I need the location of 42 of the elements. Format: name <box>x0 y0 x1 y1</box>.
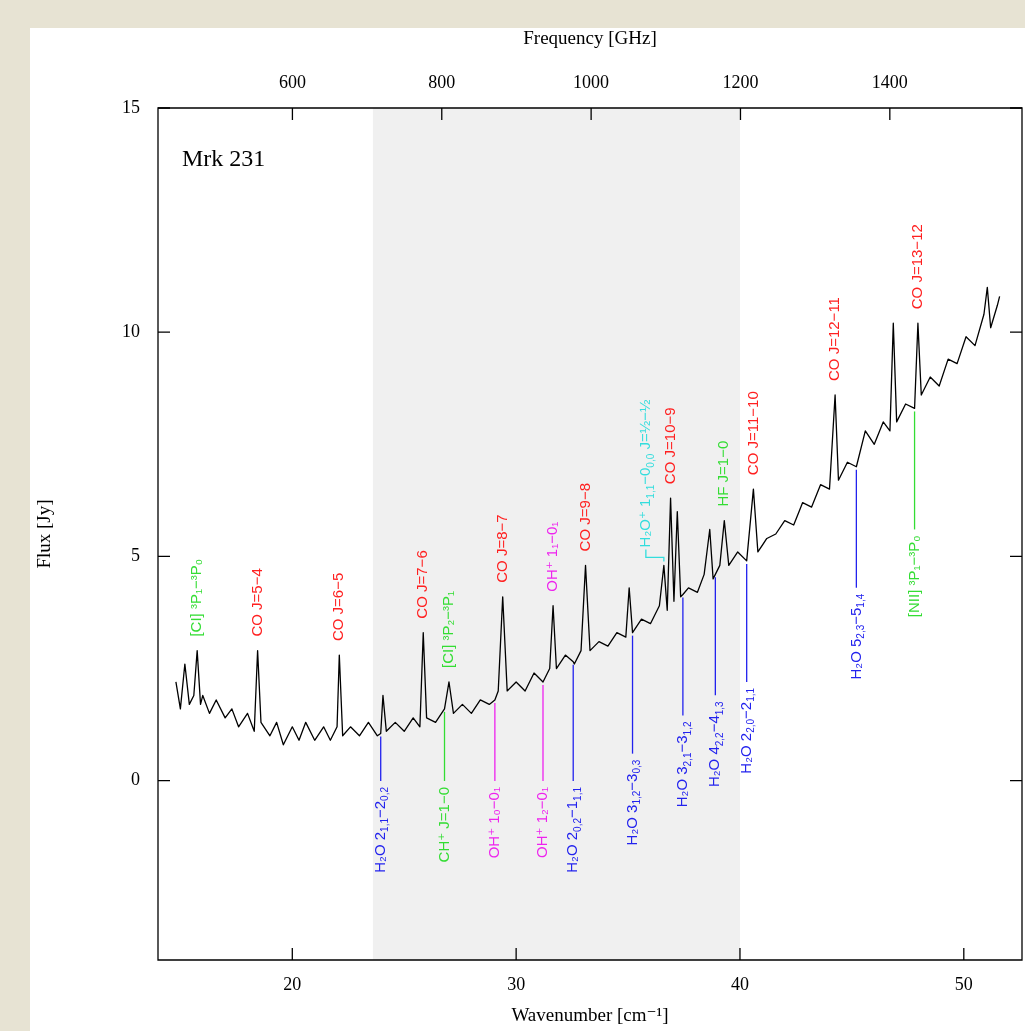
annotation: H₂O 22,0−21,1 <box>736 687 757 774</box>
annotation: CO J=9−8 <box>575 483 593 552</box>
annotation: CO J=11−10 <box>743 391 761 476</box>
annotation: H₂O⁺ 11,1−00,0 J=½−½ <box>636 399 656 548</box>
x2-tick-label: 600 <box>278 71 306 92</box>
annotation: OH⁺ 1₁−0₁ <box>543 521 561 592</box>
annotation: OH⁺ 1₂−0₁ <box>533 786 551 858</box>
y-tick-label: 15 <box>122 96 140 117</box>
x2-axis-title: Frequency [GHz] <box>523 27 657 49</box>
annotation: CO J=7−6 <box>413 550 431 619</box>
annotation: CO J=8−7 <box>492 514 510 583</box>
y-axis-title: Flux [Jy] <box>33 499 55 569</box>
annotation: CO J=5−4 <box>247 568 265 637</box>
y-tick-label: 10 <box>122 320 140 341</box>
annotation: H₂O 21,1−20,2 <box>370 786 391 873</box>
x2-tick-label: 800 <box>428 71 456 92</box>
x-axis-title: Wavenumber [cm⁻¹] <box>511 1003 669 1025</box>
annotation: [NII] ³P₁−³P₀ <box>904 535 922 618</box>
annotation: Mrk 231 <box>182 145 266 171</box>
annotation: H₂O 20,2−11,1 <box>563 786 583 873</box>
annotation: [CI] ³P₂−³P₁ <box>439 590 457 668</box>
annotation: CO J=12−11 <box>825 297 843 381</box>
annotation: OH⁺ 1₀−0₁ <box>485 786 503 859</box>
annotation: [CI] ³P₁−³P₀ <box>187 559 205 637</box>
annotation: H₂O 52,3−51,4 <box>846 593 867 680</box>
y-tick-label: 0 <box>131 769 140 790</box>
x2-tick-label: 1200 <box>722 71 759 92</box>
annotation: CO J=10−9 <box>660 407 678 485</box>
annotation: CO J=13−12 <box>908 224 926 310</box>
x-tick-label: 50 <box>954 973 973 994</box>
y-tick-label: 5 <box>131 545 140 566</box>
annotation: CO J=6−5 <box>329 572 347 642</box>
x2-tick-label: 1000 <box>573 71 610 92</box>
x-tick-label: 30 <box>507 973 526 994</box>
annotation: HF J=1−0 <box>714 440 732 507</box>
annotation: H₂O 42,2−41,3 <box>705 700 726 788</box>
x2-tick-label: 1400 <box>871 71 908 92</box>
annotation: H₂O 31,2−30,3 <box>622 759 643 846</box>
x-tick-label: 20 <box>283 973 302 994</box>
annotation: CH⁺ J=1−0 <box>434 786 452 863</box>
annotation: H₂O 32,1−31,2 <box>673 721 693 808</box>
x-tick-label: 40 <box>730 973 749 994</box>
